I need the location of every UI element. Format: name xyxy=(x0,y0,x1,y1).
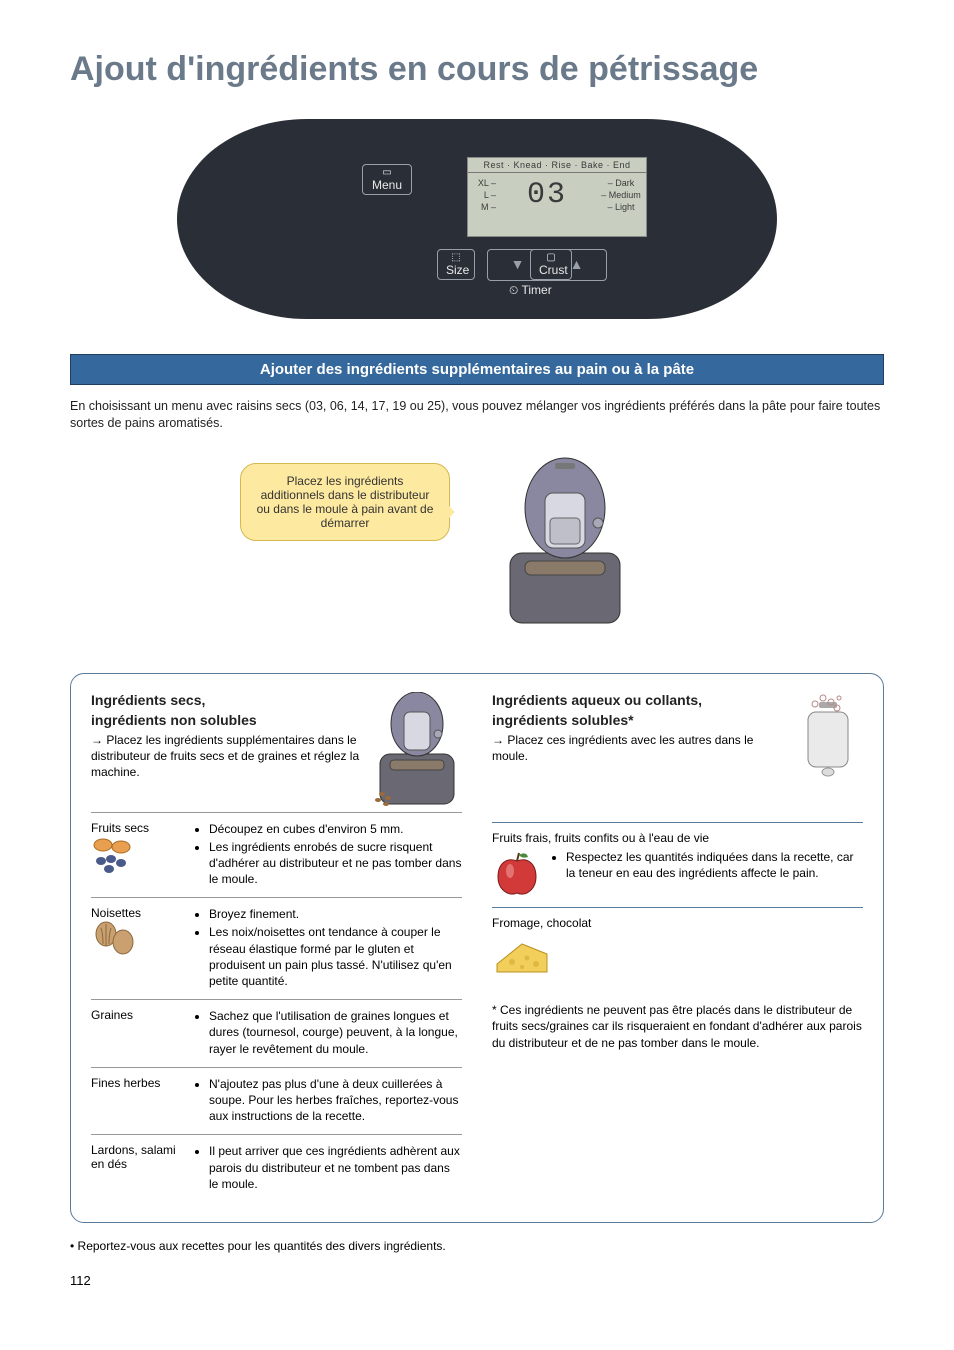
ingredient-label: Fromage, chocolat xyxy=(492,916,863,930)
bread-pan-icon xyxy=(793,692,863,782)
lcd-size-scale: XL – L – M – xyxy=(468,173,498,229)
wet-lead: Placez ces ingrédients avec les autres d… xyxy=(492,732,783,764)
timer-down-icon: ▼ xyxy=(488,250,547,278)
appliance-panel-illustration: ▭ Menu ◇ Start ◯ Stop ⬚ Size ▢ Crust ▼▲ xyxy=(70,119,884,324)
bread-machine-open-icon xyxy=(490,453,640,633)
timer-label: ⏲ Timer xyxy=(509,283,552,298)
ingredients-categories-box: Ingrédients secs, ingrédients non solubl… xyxy=(70,673,884,1223)
page-footnote: • Reportez-vous aux recettes pour les qu… xyxy=(70,1239,884,1253)
ingredient-row: Lardons, salami en dés Il peut arriver q… xyxy=(91,1134,462,1202)
wet-ingredients-column: Ingrédients aqueux ou collants, ingrédie… xyxy=(492,692,863,1202)
ingredient-note: Sachez que l'utilisation de graines long… xyxy=(209,1008,462,1057)
size-button: ⬚ Size xyxy=(437,249,475,280)
ingredient-note: Les noix/noisettes ont tendance à couper… xyxy=(209,924,462,989)
lcd-phase-line: Rest · Knead · Rise · Bake · End xyxy=(468,158,646,173)
ingredient-row: Graines Sachez que l'utilisation de grai… xyxy=(91,999,462,1067)
dry-heading-line1: Ingrédients secs, xyxy=(91,692,362,708)
section-banner: Ajouter des ingrédients supplémentaires … xyxy=(70,354,884,385)
wet-heading-line2: ingrédients solubles* xyxy=(492,712,783,728)
intro-paragraph: En choisissant un menu avec raisins secs… xyxy=(70,398,884,433)
ingredient-label: Lardons, salami en dés xyxy=(91,1143,181,1194)
size-label: Size xyxy=(446,263,469,277)
lcd-display: Rest · Knead · Rise · Bake · End XL – L … xyxy=(467,157,647,237)
loaf-icon: ⬚ xyxy=(446,252,466,263)
cheese-icon xyxy=(492,934,552,979)
ingredient-label: Fines herbes xyxy=(91,1076,181,1127)
ingredient-row: Fromage, chocolat xyxy=(492,907,863,990)
timer-up-icon: ▲ xyxy=(547,250,606,278)
ingredient-row: Fruits secs Découpez en cubes d'environ … xyxy=(91,812,462,898)
apple-icon xyxy=(492,849,542,899)
ingredient-label: Fruits frais, fruits confits ou à l'eau … xyxy=(492,831,863,845)
ingredient-note: N'ajoutez pas plus d'une à deux cuilleré… xyxy=(209,1076,462,1125)
ingredient-note: Il peut arriver que ces ingrédients adhè… xyxy=(209,1143,462,1192)
lcd-value: 03 xyxy=(498,173,596,229)
ingredient-row: Fines herbes N'ajoutez pas plus d'une à … xyxy=(91,1067,462,1135)
soluble-footnote: * Ces ingrédients ne peuvent pas être pl… xyxy=(492,1002,863,1052)
ingredient-note: Respectez les quantités indiquées dans l… xyxy=(566,849,863,881)
page-number: 112 xyxy=(70,1273,884,1288)
ingredient-row: Noisettes Broyez finement. Les noix/nois… xyxy=(91,897,462,999)
dry-lead: Placez les ingrédients supplémentaires d… xyxy=(91,732,362,781)
timer-buttons: ▼▲ xyxy=(487,249,607,281)
page-title: Ajout d'ingrédients en cours de pétrissa… xyxy=(70,50,884,89)
ingredient-label: Graines xyxy=(91,1008,181,1059)
ingredient-label: Fruits secs xyxy=(91,821,181,835)
dry-heading-line2: ingrédients non solubles xyxy=(91,712,362,728)
book-icon: ▭ xyxy=(371,167,403,178)
nuts-icon xyxy=(91,920,141,960)
menu-button: ▭ Menu xyxy=(362,164,412,195)
bread-machine-dispenser-icon xyxy=(372,692,462,812)
menu-label: Menu xyxy=(372,178,402,192)
callout-bubble: Placez les ingrédients additionnels dans… xyxy=(240,463,450,541)
dry-ingredients-column: Ingrédients secs, ingrédients non solubl… xyxy=(91,692,462,1202)
ingredient-note: Broyez finement. xyxy=(209,906,462,922)
ingredient-label: Noisettes xyxy=(91,906,181,920)
ingredient-note: Les ingrédients enrobés de sucre risquen… xyxy=(209,839,462,888)
ingredient-note: Découpez en cubes d'environ 5 mm. xyxy=(209,821,462,837)
lcd-crust-scale: – Dark – Medium – Light xyxy=(596,173,646,229)
ingredient-row: Fruits frais, fruits confits ou à l'eau … xyxy=(492,822,863,907)
dried-fruit-icon xyxy=(91,835,141,875)
wet-heading-line1: Ingrédients aqueux ou collants, xyxy=(492,692,783,708)
